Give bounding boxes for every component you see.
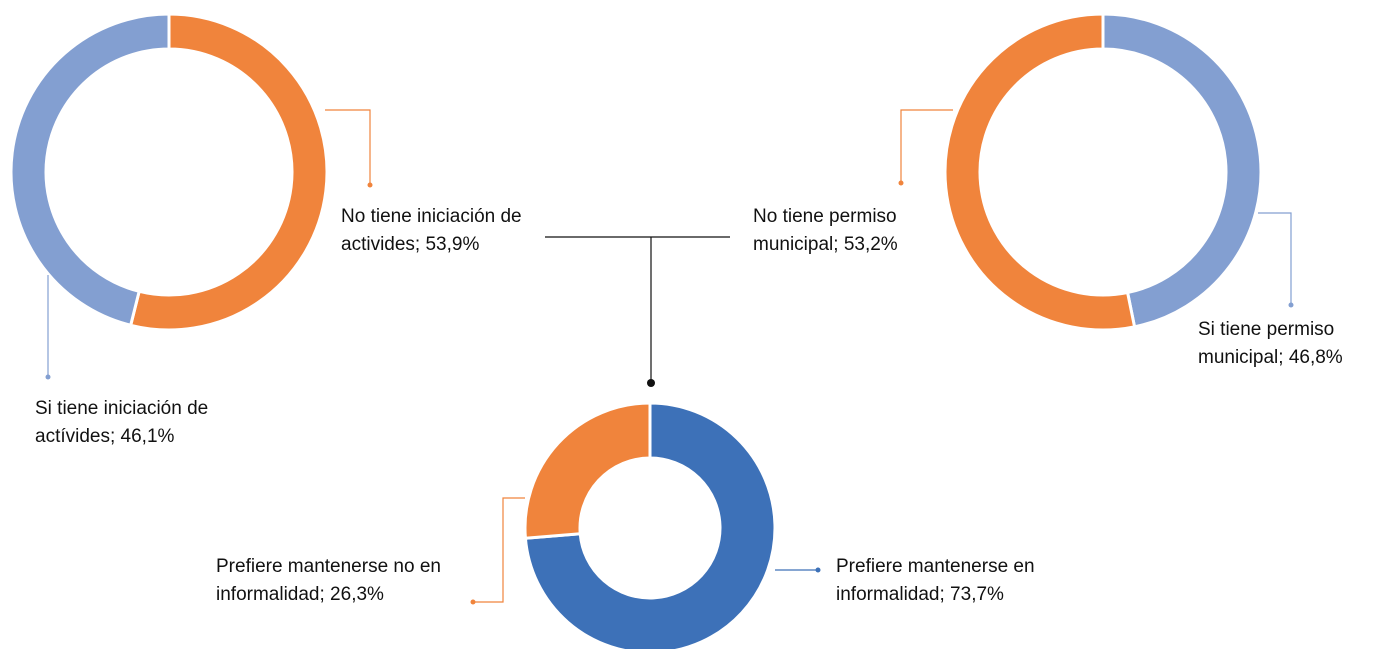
donut-slice xyxy=(1101,12,1263,329)
donut-slice xyxy=(943,12,1137,332)
donut-slice xyxy=(523,401,652,540)
leader-line xyxy=(1258,212,1292,305)
donut-slice xyxy=(128,12,329,332)
leader-dot xyxy=(470,599,476,605)
leader-dot xyxy=(815,567,821,573)
leader-dot xyxy=(367,182,373,188)
data-label: No tiene iniciación de activides; 53,9% xyxy=(341,206,522,255)
data-label: Si tiene permiso municipal; 46,8% xyxy=(1198,319,1343,368)
data-label: No tiene permiso municipal; 53,2% xyxy=(753,206,898,255)
data-label: Si tiene iniciación de actívides; 46,1% xyxy=(35,398,209,447)
leader-line xyxy=(473,497,525,603)
connector-dot xyxy=(647,379,655,387)
leader-dot xyxy=(1288,302,1294,308)
leader-line xyxy=(325,109,371,185)
donut-slice xyxy=(9,12,171,328)
leader-dot xyxy=(45,374,51,380)
donut-slice xyxy=(523,401,777,649)
data-label: Prefiere mantenerse no en informalidad; … xyxy=(216,556,441,605)
data-label: Prefiere mantenerse en informalidad; 73,… xyxy=(836,556,1035,605)
leader-dot xyxy=(898,180,904,186)
leader-line xyxy=(900,109,953,183)
